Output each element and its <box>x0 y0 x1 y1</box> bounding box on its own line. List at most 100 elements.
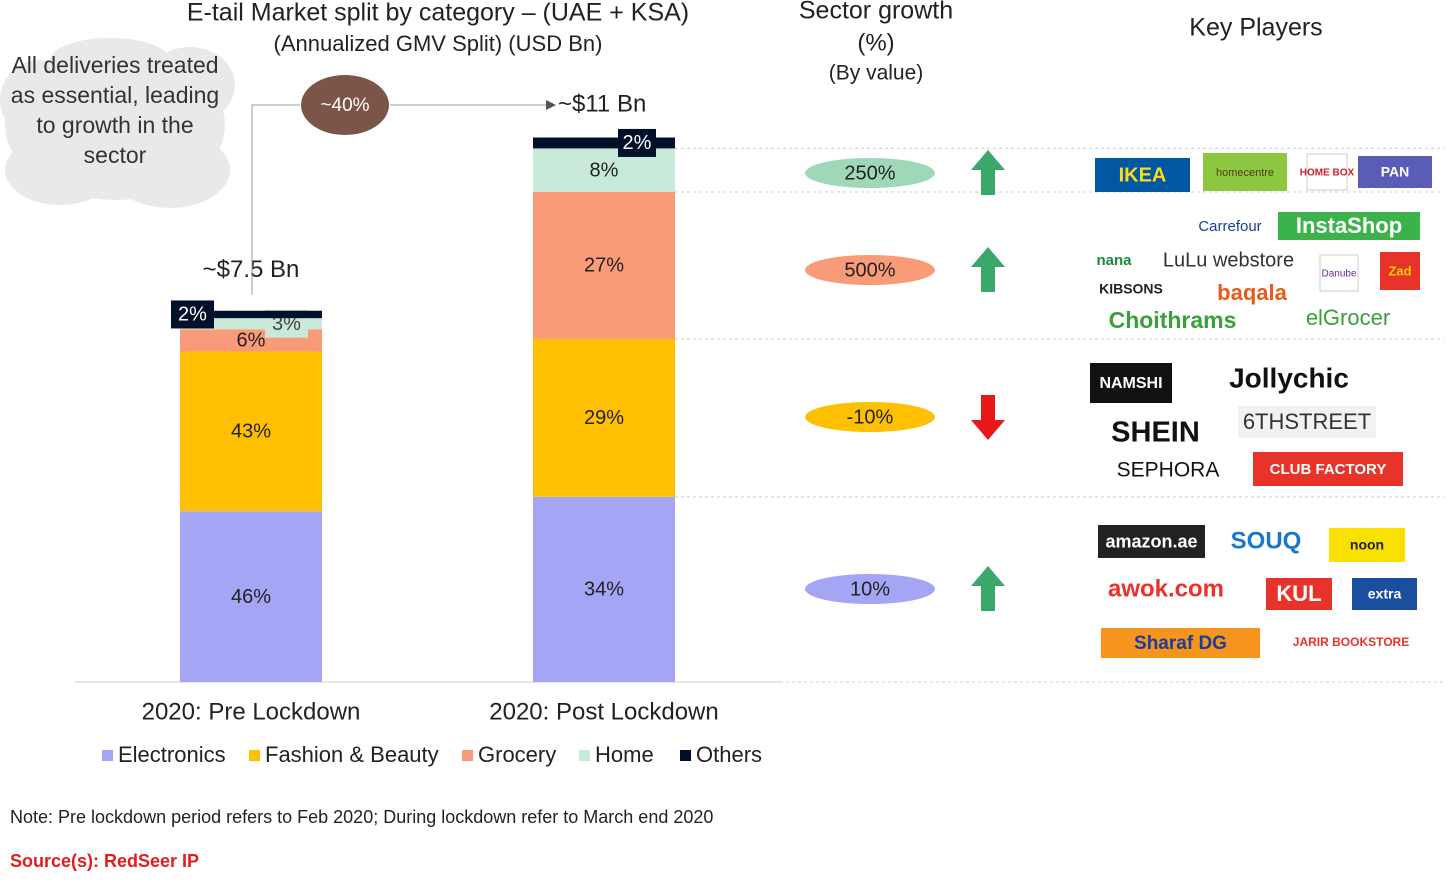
logo-box <box>1278 212 1420 240</box>
logo-text: baqala <box>1217 280 1287 305</box>
logo-text: elGrocer <box>1306 305 1390 330</box>
note: Note: Pre lockdown period refers to Feb … <box>10 807 713 827</box>
logo-text: homecentre <box>1216 167 1274 179</box>
logo-text: Danube <box>1321 269 1356 280</box>
logo-text: NAMSHI <box>1099 375 1162 392</box>
bar-segment <box>533 496 675 682</box>
growth-value: 500% <box>844 259 895 281</box>
bar-segment <box>533 338 675 497</box>
logo-text: nana <box>1096 252 1132 269</box>
data-label: 29% <box>584 407 624 429</box>
bar-segment <box>180 318 322 330</box>
logo-text: extra <box>1368 586 1402 602</box>
logo-box <box>1329 528 1405 562</box>
data-label-box <box>171 300 214 329</box>
logo-box <box>1266 578 1332 610</box>
data-label: 34% <box>584 579 624 601</box>
bar-segment <box>533 191 675 339</box>
chart-subtitle: (Annualized GMV Split) (USD Bn) <box>274 31 603 56</box>
growth-value: -10% <box>847 406 894 428</box>
growth-unit: (%) <box>857 29 894 56</box>
callout: All deliveries treated as essential, lea… <box>10 52 220 168</box>
cloud <box>0 38 235 208</box>
logo-text: PAN <box>1381 164 1410 180</box>
logo-text: Carrefour <box>1198 218 1261 235</box>
logo-text: SEPHORA <box>1117 459 1220 482</box>
bar-segment <box>180 351 322 512</box>
bar-segment <box>180 310 322 319</box>
logo-box <box>1358 156 1432 188</box>
growth-arrow <box>971 150 1005 195</box>
legend-swatch <box>249 750 260 761</box>
data-label: 43% <box>231 421 271 443</box>
total-label: ~$7.5 Bn <box>203 256 300 283</box>
growth-ellipse <box>805 574 935 604</box>
logo-text: CLUB FACTORY <box>1270 461 1387 478</box>
data-label: 3% <box>272 313 301 335</box>
logo-text: KIBSONS <box>1099 281 1163 297</box>
growth-ellipse <box>805 158 935 188</box>
data-label: 2% <box>623 132 652 154</box>
logo-text: awok.com <box>1108 575 1224 602</box>
logo-text: amazon.ae <box>1105 531 1197 551</box>
chart-title: E-tail Market split by category – (UAE +… <box>187 0 689 27</box>
logo-box <box>1253 452 1403 486</box>
logo-text: Jollychic <box>1229 362 1349 393</box>
logo-text: SHEIN <box>1111 417 1200 449</box>
logo-box <box>1319 254 1359 292</box>
logo-box <box>1238 406 1376 438</box>
growth-value: 10% <box>850 578 890 600</box>
logo-text: InstaShop <box>1296 213 1402 238</box>
bar-segment <box>533 137 675 149</box>
x-tick-label: 2020: Pre Lockdown <box>142 698 361 725</box>
x-tick-label: 2020: Post Lockdown <box>489 698 719 725</box>
growth-arrow <box>971 395 1005 440</box>
logo-text: JARIR BOOKSTORE <box>1293 635 1409 649</box>
legend-label: Fashion & Beauty <box>265 742 439 767</box>
data-label: 8% <box>590 159 619 181</box>
legend-swatch <box>680 750 691 761</box>
growth-label: ~40% <box>320 95 369 116</box>
growth-title: Sector growth <box>799 0 953 25</box>
arrowhead <box>546 100 556 110</box>
data-label: 6% <box>237 330 266 352</box>
logo-box <box>1203 153 1287 191</box>
data-label: 2% <box>178 304 207 326</box>
logo-box <box>1090 363 1172 403</box>
logo-text: KUL <box>1276 581 1321 606</box>
connector <box>251 104 548 295</box>
logo-box <box>1101 628 1260 658</box>
logo-text: HOME BOX <box>1300 168 1355 179</box>
growth-ellipse <box>805 255 935 285</box>
growth-ellipse <box>805 402 935 432</box>
logo-text: 6THSTREET <box>1243 409 1371 434</box>
logo-text: Sharaf DG <box>1134 633 1227 654</box>
legend-swatch <box>102 750 113 761</box>
logo-box <box>1098 525 1205 558</box>
logo-box <box>1352 578 1417 610</box>
logo-box <box>1095 158 1190 192</box>
logo-text: Zad <box>1388 263 1411 278</box>
logo-text: SOUQ <box>1231 527 1302 554</box>
logo-box <box>1380 252 1420 290</box>
legend-swatch <box>462 750 473 761</box>
growth-bubble <box>301 75 389 135</box>
growth-value: 250% <box>844 162 895 184</box>
data-label: 46% <box>231 586 271 608</box>
growth-arrow <box>971 247 1005 292</box>
total-label: ~$11 Bn <box>558 90 646 117</box>
source: Source(s): RedSeer IP <box>10 851 199 871</box>
legend-label: Grocery <box>478 742 556 767</box>
logo-text: noon <box>1350 537 1384 553</box>
logo-text: IKEA <box>1119 164 1167 186</box>
legend-swatch <box>579 750 590 761</box>
bar-segment <box>180 511 322 682</box>
logo-text: LuLu webstore <box>1163 249 1294 271</box>
growth-subtitle: (By value) <box>829 62 924 85</box>
legend-label: Others <box>696 742 762 767</box>
growth-arrow <box>971 566 1005 611</box>
key-players-title: Key Players <box>1189 14 1322 42</box>
logo-box <box>1306 153 1348 191</box>
